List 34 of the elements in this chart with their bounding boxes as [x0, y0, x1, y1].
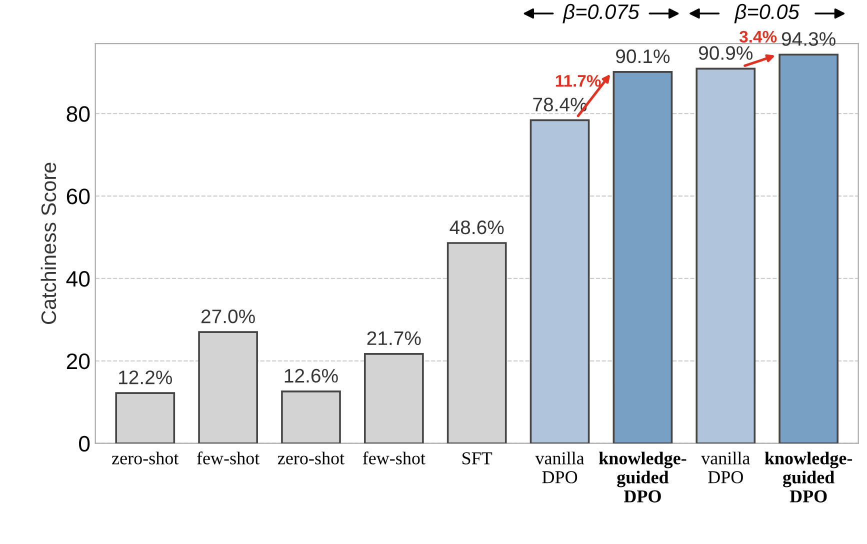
bar	[778, 54, 838, 444]
data-label: 27.0%	[201, 310, 255, 324]
bar	[612, 71, 673, 444]
data-label: 90.1%	[616, 49, 670, 64]
annotation: 11.7%	[556, 74, 601, 87]
data-label: 48.6%	[450, 220, 504, 234]
y-tick-label: 20	[66, 353, 90, 370]
bar	[696, 68, 756, 444]
text: β=0.05	[734, 4, 800, 24]
text: 3.4%	[739, 30, 777, 43]
data-label: 12.6%	[284, 368, 338, 383]
y-tick-label: 80	[66, 106, 90, 122]
data-label: 12.2%	[119, 370, 172, 384]
bar	[530, 119, 590, 444]
x-tick-label: few-shot	[197, 452, 260, 464]
x-tick-label: few-shot	[362, 452, 426, 464]
data-label: 94.3%	[782, 32, 836, 46]
y-axis-title: Catchiness Score	[40, 162, 56, 324]
y-tick-label: 0	[79, 436, 90, 452]
text: β=0.075	[562, 4, 640, 24]
x-tick-label: zero-shot	[112, 452, 179, 464]
x-tick-label: vanilla DPO	[701, 452, 750, 484]
data-label: 90.9%	[698, 46, 753, 60]
x-tick-label: SFT	[462, 452, 492, 464]
y-tick-label: 60	[66, 188, 90, 204]
x-tick-label: vanilla DPO	[535, 452, 584, 484]
data-label: 21.7%	[367, 331, 421, 346]
x-tick-label: zero-shot	[278, 452, 344, 464]
x-tick-label: knowledge- guided DPO	[599, 452, 686, 502]
bar	[281, 390, 341, 444]
bar	[115, 392, 176, 444]
y-tick-label: 40	[66, 271, 90, 287]
x-tick-label: knowledge- guided DPO	[764, 452, 852, 502]
data-label: 78.4%	[533, 98, 587, 112]
